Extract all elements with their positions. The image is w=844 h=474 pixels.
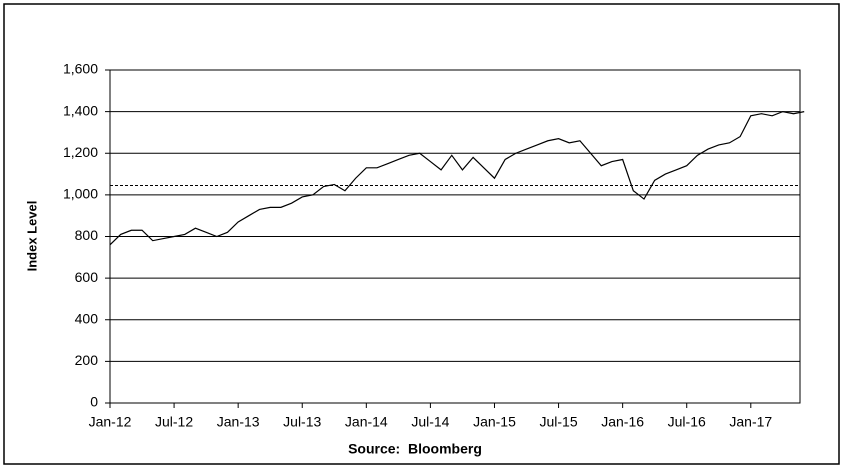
y-tick-label: 600 <box>75 269 99 285</box>
y-tick-label: 400 <box>75 310 99 326</box>
x-tick-label: Jan-12 <box>89 414 132 430</box>
y-axis-label: Index Level <box>24 201 39 272</box>
y-tick-label: 800 <box>75 227 99 243</box>
y-tick-label: 1,400 <box>63 102 98 118</box>
x-tick-label: Jan-13 <box>217 414 260 430</box>
x-tick-label: Jan-14 <box>345 414 388 430</box>
x-tick-label: Jan-16 <box>601 414 644 430</box>
x-tick-label: Jul-12 <box>155 414 193 430</box>
x-tick-label: Jul-14 <box>411 414 449 430</box>
y-tick-label: 1,200 <box>63 144 98 160</box>
x-tick-label: Jul-13 <box>283 414 321 430</box>
x-tick-label: Jan-17 <box>729 414 772 430</box>
x-tick-label: Jul-16 <box>668 414 706 430</box>
line <box>109 111 805 246</box>
x-tick-label: Jul-15 <box>539 414 577 430</box>
y-tick-label: 1,600 <box>63 61 98 77</box>
y-tick-label: 1,000 <box>63 186 98 202</box>
y-tick-label: 200 <box>75 352 99 368</box>
plot-border <box>109 69 801 404</box>
source: Source: Bloomberg <box>348 441 482 457</box>
y-tick-label: 0 <box>90 394 98 410</box>
x-tick-label: Jan-15 <box>473 414 516 430</box>
frame <box>3 3 840 465</box>
